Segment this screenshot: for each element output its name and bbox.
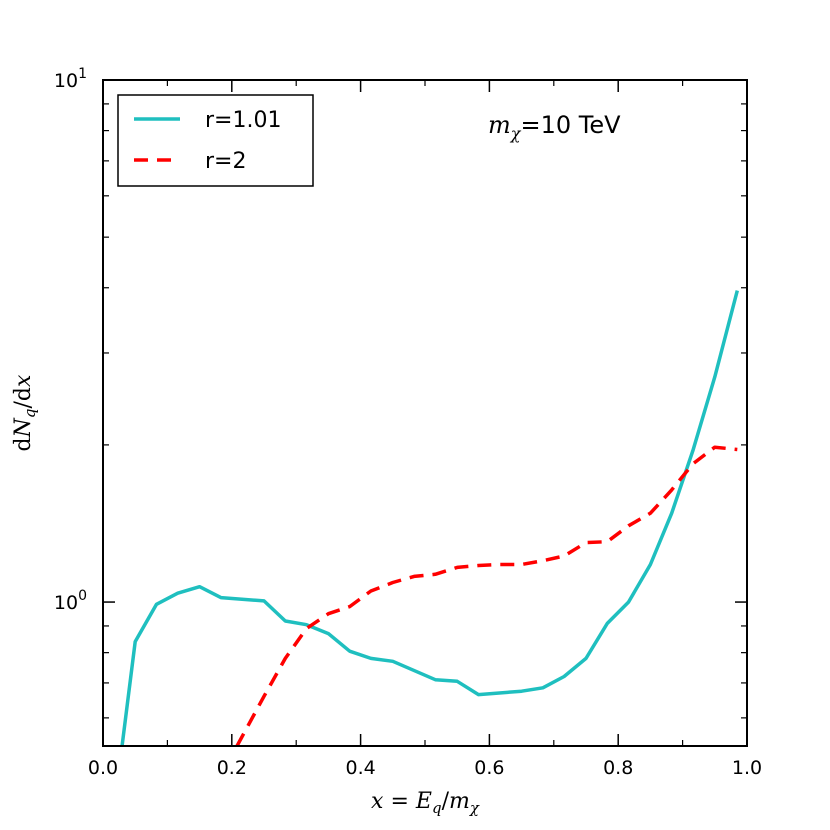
y-tick-label-exponent: 0 xyxy=(78,588,87,604)
x-tick-label: 0.8 xyxy=(603,757,633,779)
legend-frame xyxy=(117,94,314,187)
x-tick-label: 0.0 xyxy=(88,757,118,779)
y-tick-label-base: 10 xyxy=(54,70,78,92)
series-line-r-1-01 xyxy=(120,290,739,746)
y-tick-label: 101 xyxy=(54,66,87,92)
y-tick-label-base: 10 xyxy=(54,592,78,614)
series-line-r-2 xyxy=(235,445,738,746)
plot-area-background xyxy=(103,80,747,746)
x-tick-label: 0.2 xyxy=(217,757,247,779)
x-axis-label: x = Eq/mχ xyxy=(371,789,480,817)
mass-annotation-subscript: χ xyxy=(510,124,522,143)
x-tick-label: 0.6 xyxy=(474,757,504,779)
x-tick-label: 0.4 xyxy=(345,757,375,779)
legend: r=1.01 r=2 xyxy=(117,94,314,187)
legend-label-r101: r=1.01 xyxy=(205,108,281,133)
y-tick-label: 100 xyxy=(54,588,87,614)
x-tick-label: 1.0 xyxy=(732,757,762,779)
y-tick-label-exponent: 1 xyxy=(78,66,87,82)
legend-label-r2: r=2 xyxy=(205,149,246,174)
mass-annotation-symbol: m xyxy=(488,111,511,139)
x-tick-labels: 0.0 0.2 0.4 0.6 0.8 1.0 xyxy=(88,757,762,779)
mass-annotation: mχ=10 TeV xyxy=(488,111,621,143)
y-axis-label: dNq/dx xyxy=(11,374,39,451)
mass-annotation-value: =10 TeV xyxy=(520,111,621,139)
plot-frame xyxy=(102,79,748,747)
data-lines xyxy=(120,290,739,746)
